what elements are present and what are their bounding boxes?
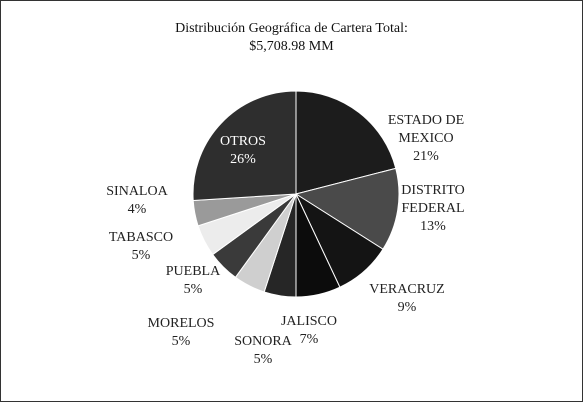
- category-label: PUEBLA: [165, 264, 221, 279]
- category-label: JALISCO: [280, 314, 337, 329]
- value-label: 5%: [183, 282, 203, 297]
- value-label: 5%: [131, 248, 151, 263]
- category-label: OTROS: [220, 134, 266, 149]
- pie-slice: [294, 167, 400, 250]
- slice-label: OTROS 26%: [203, 133, 283, 169]
- slice-label: PUEBLA 5%: [153, 263, 233, 299]
- category-label: MORELOS: [147, 316, 215, 331]
- category-label: SONORA: [234, 334, 292, 349]
- chart-subtitle: $5,708.98 MM: [249, 39, 334, 54]
- pie-slice: [192, 90, 297, 201]
- slice-label: SINALOA 4%: [97, 183, 177, 219]
- category-label: SINALOA: [106, 184, 168, 199]
- value-label: 21%: [413, 149, 439, 164]
- pie-slice: [295, 90, 397, 195]
- value-label: 5%: [253, 352, 273, 367]
- slice-label: SONORA 5%: [223, 333, 303, 369]
- value-label: 4%: [127, 202, 147, 217]
- chart-title: Distribución Geográfica de Cartera Total…: [175, 21, 408, 36]
- value-label: 5%: [171, 334, 191, 349]
- slice-label: JALISCO 7%: [269, 313, 349, 349]
- value-label: 26%: [230, 152, 256, 167]
- category-label: VERACRUZ: [369, 282, 445, 297]
- slice-label: TABASCO 5%: [101, 229, 181, 265]
- slice-label: MORELOS 5%: [136, 315, 226, 351]
- value-label: 13%: [420, 219, 446, 234]
- slice-label: ESTADO DE MEXICO 21%: [371, 112, 481, 166]
- category-label: ESTADO DE MEXICO: [387, 113, 465, 146]
- category-label: DISTRITO FEDERAL: [401, 183, 465, 216]
- slice-label: VERACRUZ 9%: [357, 281, 457, 317]
- value-label: 7%: [299, 332, 319, 347]
- category-label: TABASCO: [108, 230, 174, 245]
- value-label: 9%: [397, 300, 417, 315]
- slice-label: DISTRITO FEDERAL 13%: [388, 182, 478, 236]
